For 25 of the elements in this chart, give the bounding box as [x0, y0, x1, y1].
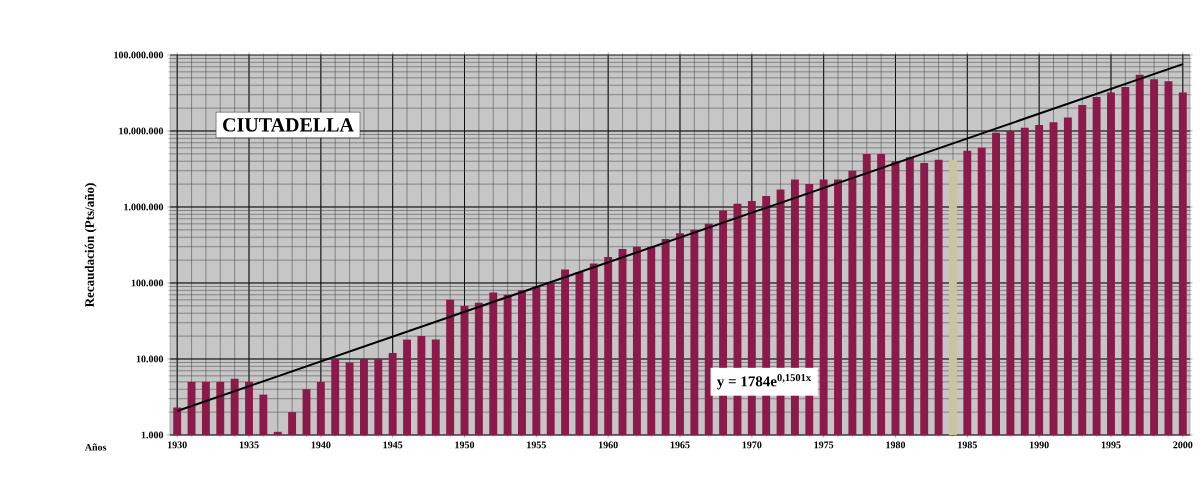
x-tick-label: 1995	[1101, 441, 1121, 449]
y-tick-label: 1.000	[141, 431, 164, 439]
x-tick-label: 1985	[958, 441, 977, 449]
y-tick-label: 100.000	[131, 279, 164, 287]
x-tick-label: 1965	[670, 441, 690, 449]
x-tick-label: 1970	[742, 441, 762, 449]
x-tick-label: 1945	[383, 441, 403, 449]
x-tick-label: 1955	[527, 441, 546, 449]
x-tick-label: 1930	[167, 441, 187, 449]
y-tick-label: 1.000.000	[124, 203, 164, 211]
y-tick-label: 100.000.000	[114, 51, 164, 59]
x-tick-label: 1935	[239, 441, 259, 449]
x-tick-label: 1980	[886, 441, 906, 449]
x-tick-label: 1990	[1029, 441, 1049, 449]
annotation: y = 1784e$^{0,1501x}$	[716, 374, 812, 390]
x-tick-label: 1975	[814, 441, 834, 449]
x-axis-title: Años	[84, 443, 107, 451]
y-tick-label: 10.000	[136, 355, 164, 363]
x-tick-label: 1950	[455, 441, 475, 449]
y-tick-label: 10.000.000	[119, 127, 164, 135]
y-axis-title: Recaudación (Pts/año)	[84, 183, 97, 308]
x-tick-label: 1960	[598, 441, 618, 449]
x-tick-label: 2000	[1173, 441, 1193, 449]
text: CIUTADELLA	[223, 118, 354, 132]
x-tick-label: 1940	[311, 441, 331, 449]
